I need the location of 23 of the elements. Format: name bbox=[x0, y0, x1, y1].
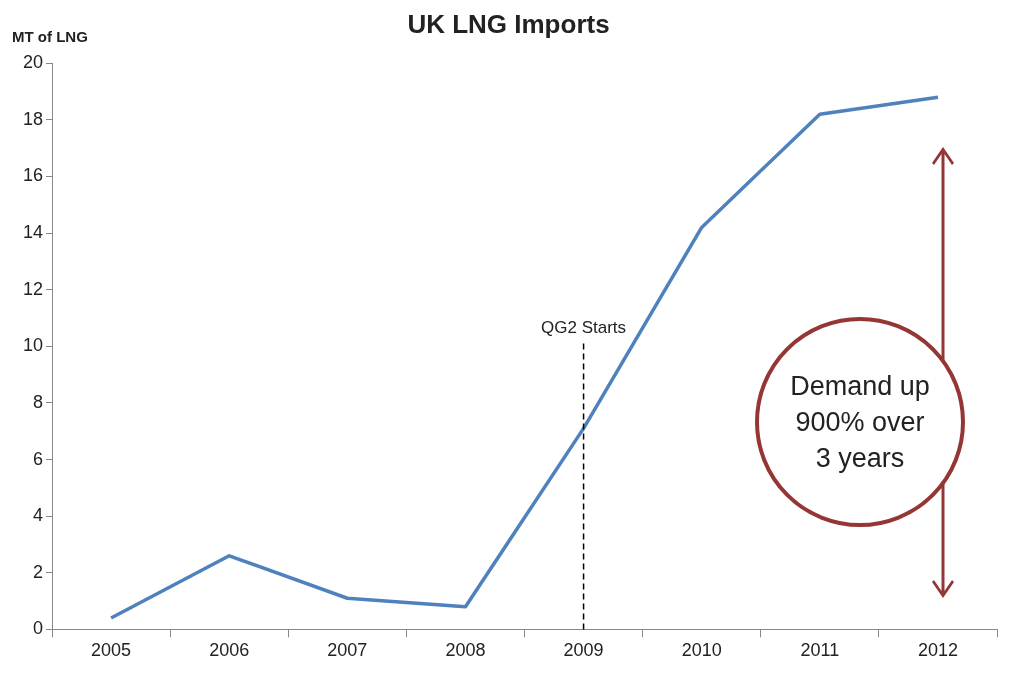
x-tick-label: 2011 bbox=[800, 640, 840, 661]
callout-circle: Demand up 900% over 3 years bbox=[755, 317, 965, 527]
y-tick-label: 20 bbox=[22, 52, 44, 73]
x-tick-label: 2007 bbox=[327, 640, 368, 661]
y-tick-label: 10 bbox=[22, 335, 44, 356]
y-tick-label: 6 bbox=[33, 448, 44, 469]
y-tick-label: 0 bbox=[33, 618, 44, 639]
y-tick-label: 12 bbox=[22, 278, 44, 299]
y-axis-title: MT of LNG bbox=[12, 28, 88, 45]
y-tick-label: 8 bbox=[33, 391, 44, 412]
x-tick-label: 2009 bbox=[563, 640, 604, 661]
ref-line-label: QG2 Starts bbox=[541, 317, 627, 337]
x-tick-label: 2010 bbox=[681, 640, 722, 661]
x-tick-label: 2006 bbox=[209, 640, 250, 661]
y-tick-label: 16 bbox=[22, 165, 44, 186]
y-tick-label: 2 bbox=[33, 561, 44, 582]
y-tick-label: 14 bbox=[22, 222, 44, 243]
y-tick-label: 4 bbox=[33, 505, 44, 526]
x-tick-label: 2008 bbox=[445, 640, 486, 661]
x-tick-label: 2012 bbox=[917, 640, 958, 661]
x-tick-label: 2005 bbox=[91, 640, 132, 661]
y-tick-label: 18 bbox=[22, 108, 44, 129]
chart-title: UK LNG Imports bbox=[407, 8, 610, 39]
